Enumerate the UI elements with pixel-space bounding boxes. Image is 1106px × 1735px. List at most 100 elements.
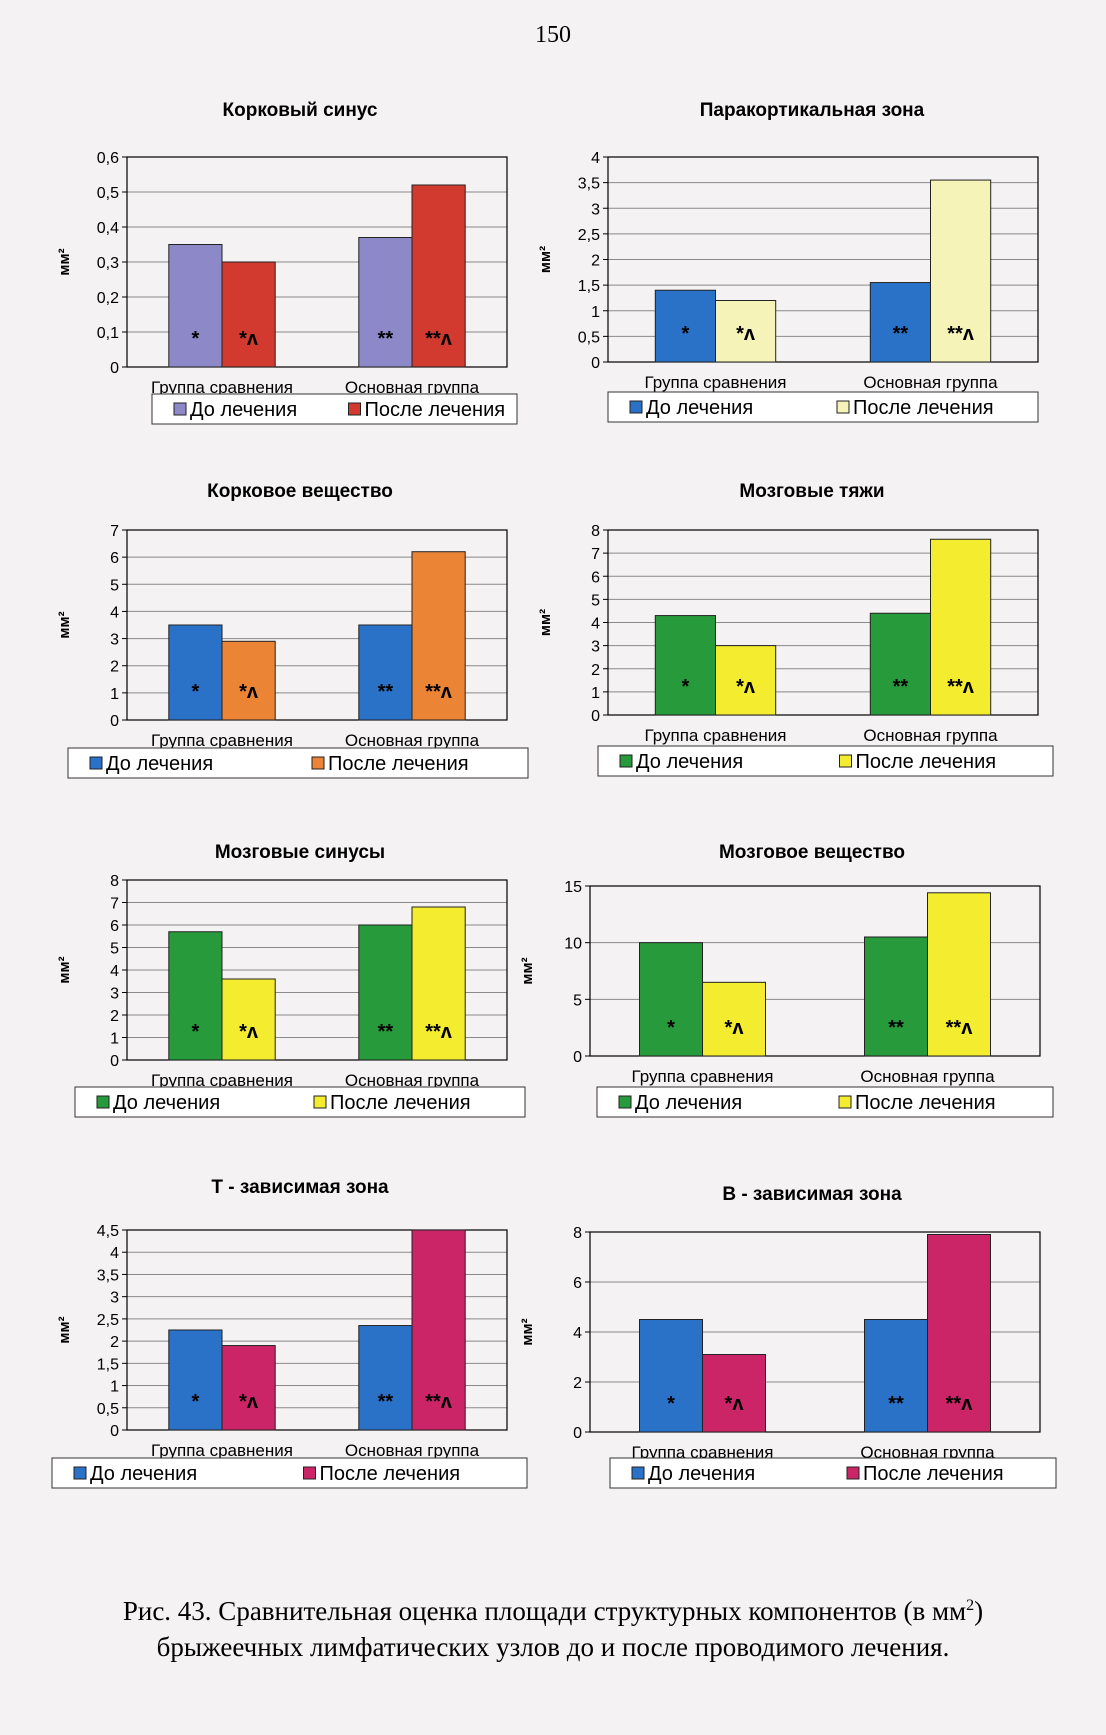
significance-mark: ** (893, 323, 909, 345)
legend-swatch (631, 1466, 645, 1480)
bar (930, 538, 992, 716)
legend-swatch (839, 754, 852, 768)
significance-mark: *ʌ (725, 1017, 745, 1039)
chart-2: Паракортикальная зона 0 0,5 1 1,5 2 2,5 3 3,5 4 мм… (537, 100, 1039, 423)
figure-caption: Рис. 43. Сравнительная оценка площади ст… (40, 1588, 1066, 1665)
chart-6: Мозговое вещество 0 5 10 15 мм² Группа сравнен… (519, 842, 1054, 1118)
y-tick-label: 6 (110, 550, 119, 567)
y-tick-label: 2 (110, 1008, 119, 1025)
chart-1: Корковый синус 0 0,1 0,2 0,3 0,4 0,5 0,6 мм² Груп… (56, 100, 518, 425)
y-axis-label: мм² (519, 1318, 536, 1345)
legend-box (67, 747, 529, 779)
significance-mark: **ʌ (425, 681, 453, 703)
y-tick-label: 8 (573, 1225, 582, 1242)
significance-mark: ** (893, 676, 909, 698)
y-axis-label: мм² (56, 956, 73, 983)
x-category-label: Группа сравнения (151, 1441, 293, 1460)
legend-swatch (846, 1466, 860, 1480)
legend-swatch (173, 402, 187, 416)
x-category-label: Основная группа (345, 378, 480, 397)
significance-mark: * (192, 681, 200, 703)
chart-title: Паракортикальная зона (700, 100, 925, 121)
x-category-label: Группа сравнения (632, 1443, 774, 1462)
y-tick-label: 0 (110, 1423, 119, 1440)
x-category-label: Группа сравнения (645, 373, 787, 392)
y-tick-label: 3 (110, 632, 119, 649)
y-tick-label: 0,2 (97, 290, 119, 307)
chart-title: Мозговые синусы (215, 842, 385, 863)
bar (639, 1319, 703, 1433)
y-tick-label: 2,5 (578, 227, 600, 244)
chart-title: Мозговое вещество (719, 842, 905, 863)
y-tick-label: 2 (110, 659, 119, 676)
y-tick-label: 0 (591, 708, 600, 725)
plot-frame (126, 879, 508, 1061)
legend-swatch (618, 1095, 632, 1109)
significance-mark: ** (888, 1017, 904, 1039)
significance-mark: *ʌ (239, 1021, 259, 1043)
y-tick-label: 7 (591, 546, 600, 563)
bar (411, 184, 466, 368)
legend-label: После лечения (365, 399, 506, 421)
significance-mark: ** (378, 328, 394, 350)
chart-title: Корковый синус (223, 100, 378, 121)
bar (702, 981, 766, 1057)
x-category-label: Группа сравнения (151, 731, 293, 750)
y-tick-label: 4 (591, 150, 600, 167)
legend-label: После лечения (853, 397, 994, 419)
y-tick-label: 6 (591, 569, 600, 586)
bar (168, 244, 223, 368)
significance-mark: **ʌ (425, 1391, 453, 1413)
legend-label: До лечения (113, 1092, 220, 1114)
x-category-label: Группа сравнения (151, 1071, 293, 1090)
significance-mark: ** (378, 1021, 394, 1043)
y-tick-label: 1,5 (97, 1356, 119, 1373)
y-tick-label: 2,5 (97, 1312, 119, 1329)
plot-frame (126, 156, 508, 368)
legend-label: До лечения (636, 751, 743, 773)
y-tick-label: 0,5 (97, 1401, 119, 1418)
y-tick-label: 4 (591, 616, 600, 633)
legend-box (74, 1086, 526, 1118)
y-tick-label: 0,6 (97, 150, 119, 167)
significance-mark: *ʌ (239, 1391, 259, 1413)
y-tick-label: 0 (591, 355, 600, 372)
y-tick-label: 5 (110, 941, 119, 958)
y-tick-label: 2 (591, 662, 600, 679)
y-tick-label: 0,1 (97, 325, 119, 342)
significance-mark: * (682, 676, 690, 698)
legend-label: До лечения (648, 1463, 755, 1485)
significance-mark: **ʌ (946, 1017, 974, 1039)
bar (221, 261, 276, 368)
y-axis-label: мм² (56, 611, 73, 638)
x-category-label: Основная группа (863, 726, 998, 745)
y-tick-label: 1 (110, 1379, 119, 1396)
plot-frame (589, 1231, 1041, 1433)
legend-box (596, 1086, 1054, 1118)
y-axis-label: мм² (56, 1316, 73, 1343)
legend-label: До лечения (635, 1092, 742, 1114)
bar (221, 978, 276, 1061)
significance-mark: ** (888, 1393, 904, 1415)
significance-mark: *ʌ (239, 328, 259, 350)
plot-frame (607, 156, 1039, 363)
y-tick-label: 7 (110, 523, 119, 540)
legend-swatch (303, 1466, 316, 1480)
y-tick-label: 10 (564, 936, 582, 953)
y-tick-label: 4 (110, 604, 119, 621)
y-tick-label: 0,3 (97, 255, 119, 272)
bar (411, 1229, 466, 1431)
caption-line-1-end: ) (974, 1596, 984, 1626)
legend-label: После лечения (330, 1092, 471, 1114)
plot-frame (126, 1229, 508, 1431)
x-category-label: Группа сравнения (632, 1067, 774, 1086)
legend-swatch (836, 400, 850, 414)
bar (927, 892, 991, 1057)
bar (411, 906, 466, 1061)
chart-8: В - зависимая зона 0 2 4 6 8 мм² Группа сравнен… (519, 1184, 1057, 1489)
significance-mark: **ʌ (425, 328, 453, 350)
significance-mark: * (667, 1017, 675, 1039)
y-axis-label: мм² (56, 248, 73, 275)
chart-title: Корковое вещество (207, 481, 393, 502)
